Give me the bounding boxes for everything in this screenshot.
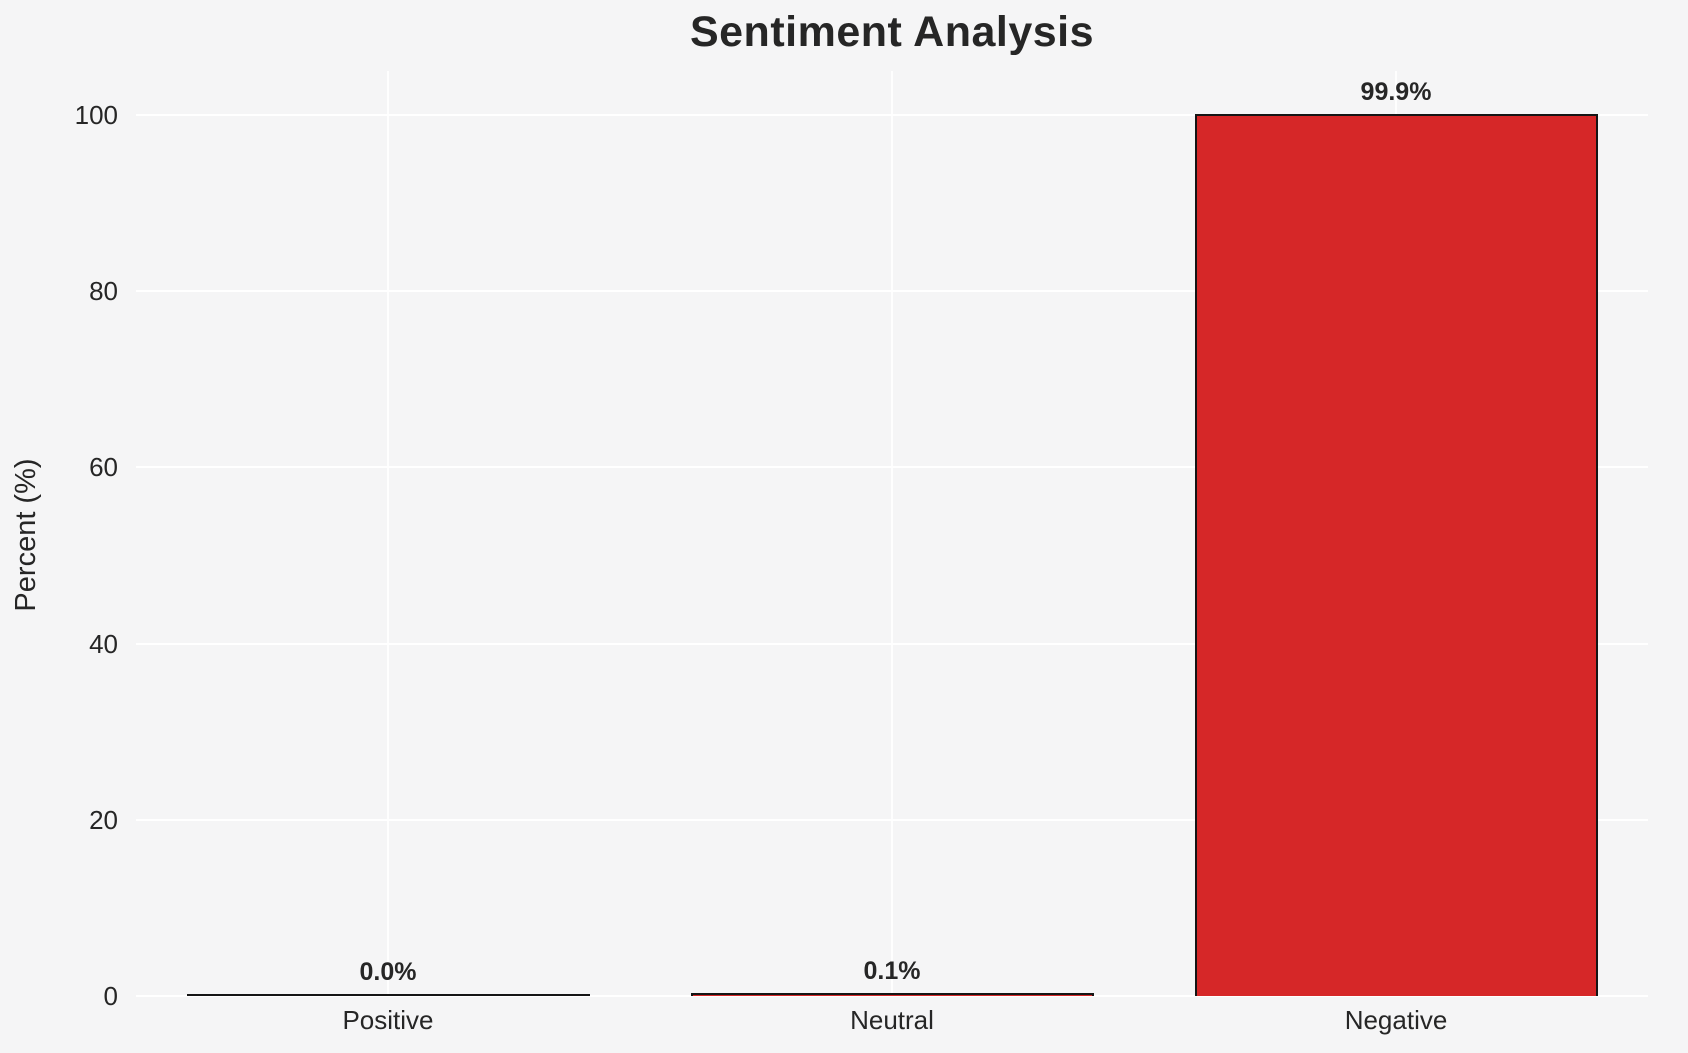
y-tick-label: 80 bbox=[89, 276, 118, 307]
bar-negative bbox=[1195, 114, 1598, 996]
bar-neutral bbox=[691, 993, 1094, 996]
y-gridline bbox=[136, 995, 1648, 997]
x-gridline bbox=[387, 71, 389, 996]
y-tick-label: 40 bbox=[89, 628, 118, 659]
x-tick-label: Positive bbox=[342, 1005, 434, 1035]
y-tick-label: 60 bbox=[89, 452, 118, 483]
y-tick-label: 20 bbox=[89, 804, 118, 835]
bar-value-label: 0.1% bbox=[863, 957, 921, 985]
x-gridline bbox=[891, 71, 893, 996]
bar-positive bbox=[187, 994, 590, 996]
bar-value-label: 0.0% bbox=[359, 958, 417, 986]
y-tick-label: 0 bbox=[103, 981, 118, 1011]
bar-value-label: 99.9% bbox=[1360, 78, 1432, 106]
y-tick-label: 100 bbox=[74, 100, 118, 131]
chart-title: Sentiment Analysis bbox=[689, 8, 1095, 56]
x-tick-label: Neutral bbox=[850, 1005, 934, 1035]
x-tick-label: Negative bbox=[1344, 1005, 1448, 1035]
